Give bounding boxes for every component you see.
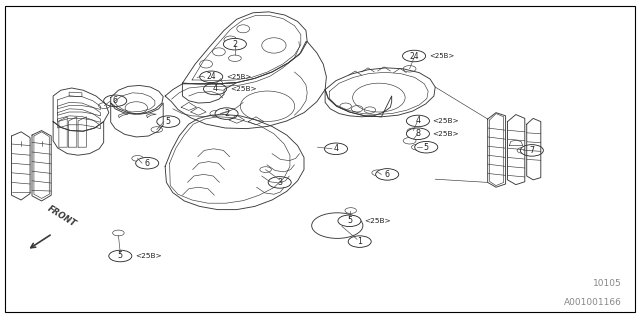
Circle shape [338, 215, 361, 227]
Circle shape [406, 115, 429, 127]
Text: 2: 2 [224, 109, 229, 118]
Text: <25B>: <25B> [364, 218, 391, 224]
Text: 10105: 10105 [593, 279, 622, 288]
Text: 4: 4 [415, 116, 420, 125]
Circle shape [136, 157, 159, 169]
Text: 4: 4 [333, 144, 339, 153]
Text: 6: 6 [385, 170, 390, 179]
Circle shape [403, 50, 426, 62]
Text: 5: 5 [118, 252, 123, 260]
Text: 4: 4 [212, 84, 218, 93]
Circle shape [415, 141, 438, 153]
Text: <25B>: <25B> [230, 86, 257, 92]
Text: 2: 2 [232, 40, 237, 49]
Text: 5: 5 [166, 117, 171, 126]
Circle shape [348, 236, 371, 247]
Text: 7: 7 [529, 146, 534, 155]
Circle shape [157, 116, 180, 127]
Circle shape [223, 38, 246, 50]
Text: FRONT: FRONT [46, 204, 78, 229]
Circle shape [204, 83, 227, 95]
Circle shape [109, 250, 132, 262]
Text: A001001166: A001001166 [564, 298, 622, 307]
Text: <25B>: <25B> [429, 53, 454, 59]
Text: 24: 24 [206, 72, 216, 81]
Text: 6: 6 [145, 159, 150, 168]
Text: 6: 6 [113, 96, 118, 105]
Circle shape [200, 71, 223, 83]
Text: 5: 5 [347, 216, 352, 225]
Text: 24: 24 [409, 52, 419, 60]
Text: 5: 5 [424, 143, 429, 152]
Circle shape [324, 143, 348, 155]
Circle shape [520, 145, 543, 156]
Text: <25B>: <25B> [226, 74, 251, 80]
Text: <25B>: <25B> [135, 253, 162, 259]
Circle shape [406, 128, 429, 140]
Circle shape [376, 169, 399, 180]
Text: 3: 3 [277, 178, 282, 187]
Text: 8: 8 [415, 129, 420, 138]
Text: 1: 1 [357, 237, 362, 246]
Text: <25B>: <25B> [433, 131, 460, 137]
Circle shape [215, 108, 238, 119]
Text: <25B>: <25B> [433, 118, 460, 124]
Circle shape [268, 177, 291, 188]
Circle shape [104, 95, 127, 107]
